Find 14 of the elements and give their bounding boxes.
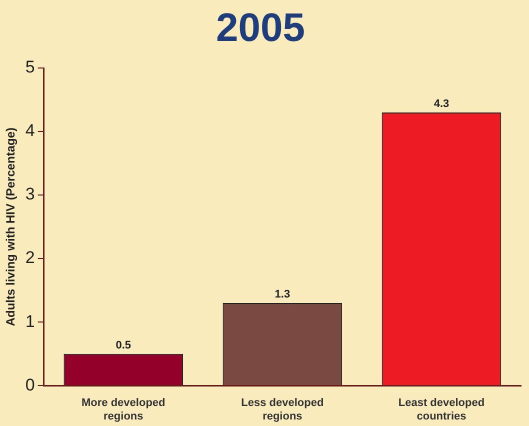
y-tick-label: 4	[25, 121, 35, 140]
y-tick-label: 2	[25, 248, 35, 268]
x-tick-label: Least developed countries	[398, 397, 485, 422]
data-label: 0.5	[116, 339, 132, 352]
y-axis-title: Adults living with HIV (Percentage)	[4, 127, 18, 326]
x-tick-label: More developed regions	[82, 397, 166, 422]
y-tick-label: 3	[25, 184, 35, 204]
chart-title: 2005	[216, 6, 305, 50]
data-label: 1.3	[274, 288, 290, 301]
x-tick-label: Less developed regions	[241, 397, 324, 422]
y-tick-label: 1	[25, 312, 35, 331]
y-tick-label: 0	[25, 375, 35, 394]
y-tick-label: 5	[25, 58, 35, 77]
data-label: 4.3	[434, 98, 450, 110]
